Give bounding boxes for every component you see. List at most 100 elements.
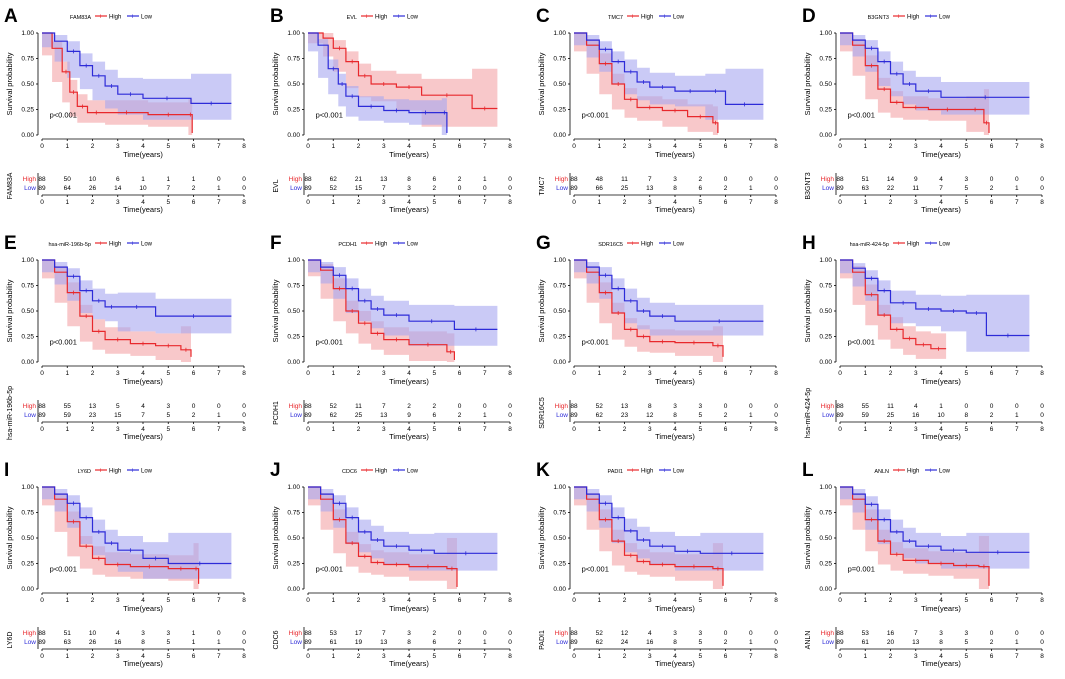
risk-count-low: 0 xyxy=(774,639,778,646)
svg-text:+: + xyxy=(365,467,369,474)
risk-count-high: 16 xyxy=(887,630,895,637)
risk-x-tick-label: 2 xyxy=(623,653,627,660)
x-tick-label: 0 xyxy=(40,370,44,377)
y-axis-title: Survival probability xyxy=(537,52,546,115)
y-axis-title: Survival probability xyxy=(5,279,14,342)
x-tick-label: 8 xyxy=(774,597,778,604)
x-tick-label: 3 xyxy=(914,370,918,377)
legend-high-label: High xyxy=(907,242,919,248)
risk-count-high: 7 xyxy=(648,176,652,183)
risk-row-label-low: Low xyxy=(556,412,568,419)
risk-count-low: 61 xyxy=(330,639,338,646)
svg-text:+: + xyxy=(929,467,933,474)
x-tick-label: 4 xyxy=(407,597,411,604)
risk-row-label-low: Low xyxy=(290,412,302,419)
risk-x-tick-label: 0 xyxy=(306,199,310,206)
x-tick-label: 6 xyxy=(990,143,994,150)
y-tick-label: 1.00 xyxy=(287,484,300,491)
risk-x-tick-label: 6 xyxy=(458,199,462,206)
risk-count-low: 3 xyxy=(407,185,411,192)
y-tick-label: 0.50 xyxy=(819,308,832,315)
risk-count-low: 26 xyxy=(89,185,97,192)
x-axis: 0 1 2 3 4 5 6 7 8 Time(years) xyxy=(40,365,246,386)
x-tick-label: 1 xyxy=(65,143,69,150)
risk-x-tick-label: 4 xyxy=(939,199,943,206)
risk-count-low: 25 xyxy=(621,185,629,192)
risk-count-high: 53 xyxy=(862,630,870,637)
svg-text:+: + xyxy=(929,240,933,247)
legend-high-label: High xyxy=(907,469,919,475)
y-tick-label: 0.25 xyxy=(287,334,300,341)
x-tick-label: 0 xyxy=(40,597,44,604)
risk-x-tick-label: 1 xyxy=(331,653,335,660)
risk-count-high: 4 xyxy=(648,630,652,637)
risk-count-high: 1 xyxy=(939,403,943,410)
risk-x-tick-label: 2 xyxy=(91,426,95,433)
x-tick-label: 4 xyxy=(141,597,145,604)
panel-letter: B xyxy=(270,6,284,27)
risk-row-label-low: Low xyxy=(24,412,36,419)
panel-letter: K xyxy=(536,460,550,481)
risk-count-low: 15 xyxy=(114,412,122,419)
y-tick-label: 0.50 xyxy=(287,308,300,315)
risk-count-low: 0 xyxy=(1040,412,1044,419)
risk-x-tick-label: 5 xyxy=(964,426,968,433)
risk-table-title: TMC7 xyxy=(539,176,546,195)
risk-row-label-low: Low xyxy=(24,639,36,646)
risk-x-tick-label: 8 xyxy=(242,199,246,206)
risk-x-tick-label: 7 xyxy=(217,199,221,206)
risk-count-low: 13 xyxy=(646,185,654,192)
x-tick-label: 8 xyxy=(508,597,512,604)
x-tick-label: 8 xyxy=(1040,370,1044,377)
x-tick-label: 3 xyxy=(382,370,386,377)
risk-count-high: 0 xyxy=(1015,403,1019,410)
risk-x-tick-label: 3 xyxy=(116,426,120,433)
risk-count-high: 0 xyxy=(458,630,462,637)
x-tick-label: 7 xyxy=(483,370,487,377)
risk-count-high: 88 xyxy=(570,630,578,637)
risk-count-high: 5 xyxy=(116,403,120,410)
y-axis: 0.00 0.25 0.50 0.75 1.00 Survival probability xyxy=(803,30,837,139)
risk-row-label-high: High xyxy=(555,630,569,637)
x-tick-label: 7 xyxy=(1015,370,1019,377)
risk-count-low: 66 xyxy=(596,185,604,192)
risk-count-low: 89 xyxy=(304,639,312,646)
legend: PCDH1 + High + Low xyxy=(338,240,418,248)
risk-count-low: 0 xyxy=(508,412,512,419)
svg-text:+: + xyxy=(631,13,635,20)
x-tick-label: 2 xyxy=(623,597,627,604)
legend-low-label: Low xyxy=(673,242,685,248)
y-tick-label: 0.00 xyxy=(287,132,300,139)
risk-count-high: 0 xyxy=(217,176,221,183)
risk-count-low: 24 xyxy=(621,639,629,646)
risk-count-high: 0 xyxy=(483,630,487,637)
y-tick-label: 0.00 xyxy=(553,132,566,139)
risk-x-tick-label: 8 xyxy=(1040,426,1044,433)
risk-table-title: LY6D xyxy=(7,632,14,649)
legend-low-label: Low xyxy=(407,469,419,475)
risk-count-low: 16 xyxy=(912,412,920,419)
x-axis-title: Time(years) xyxy=(123,150,163,159)
x-tick-label: 7 xyxy=(483,597,487,604)
km-panel-i: I LY6D + High + Low 0.00 0.25 0.50 0.75 1.00 Surviv… xyxy=(4,460,246,668)
risk-count-high: 88 xyxy=(304,176,312,183)
x-tick-label: 5 xyxy=(964,143,968,150)
x-tick-label: 7 xyxy=(217,143,221,150)
y-tick-label: 0.75 xyxy=(287,56,300,63)
x-axis: 0 1 2 3 4 5 6 7 8 Time(years) xyxy=(306,365,512,386)
risk-row-label-high: High xyxy=(289,630,303,637)
risk-count-high: 1 xyxy=(483,176,487,183)
legend-low-label: Low xyxy=(407,15,419,21)
risk-count-low: 1 xyxy=(483,412,487,419)
y-tick-label: 0.50 xyxy=(287,81,300,88)
legend-high-label: High xyxy=(109,15,121,21)
y-axis: 0.00 0.25 0.50 0.75 1.00 Survival probability xyxy=(271,30,305,139)
x-tick-label: 8 xyxy=(774,143,778,150)
y-tick-label: 1.00 xyxy=(21,484,34,491)
x-axis: 0 1 2 3 4 5 6 7 8 Time(years) xyxy=(838,138,1044,159)
y-tick-label: 1.00 xyxy=(287,257,300,264)
risk-count-high: 88 xyxy=(38,176,46,183)
risk-count-low: 5 xyxy=(964,639,968,646)
